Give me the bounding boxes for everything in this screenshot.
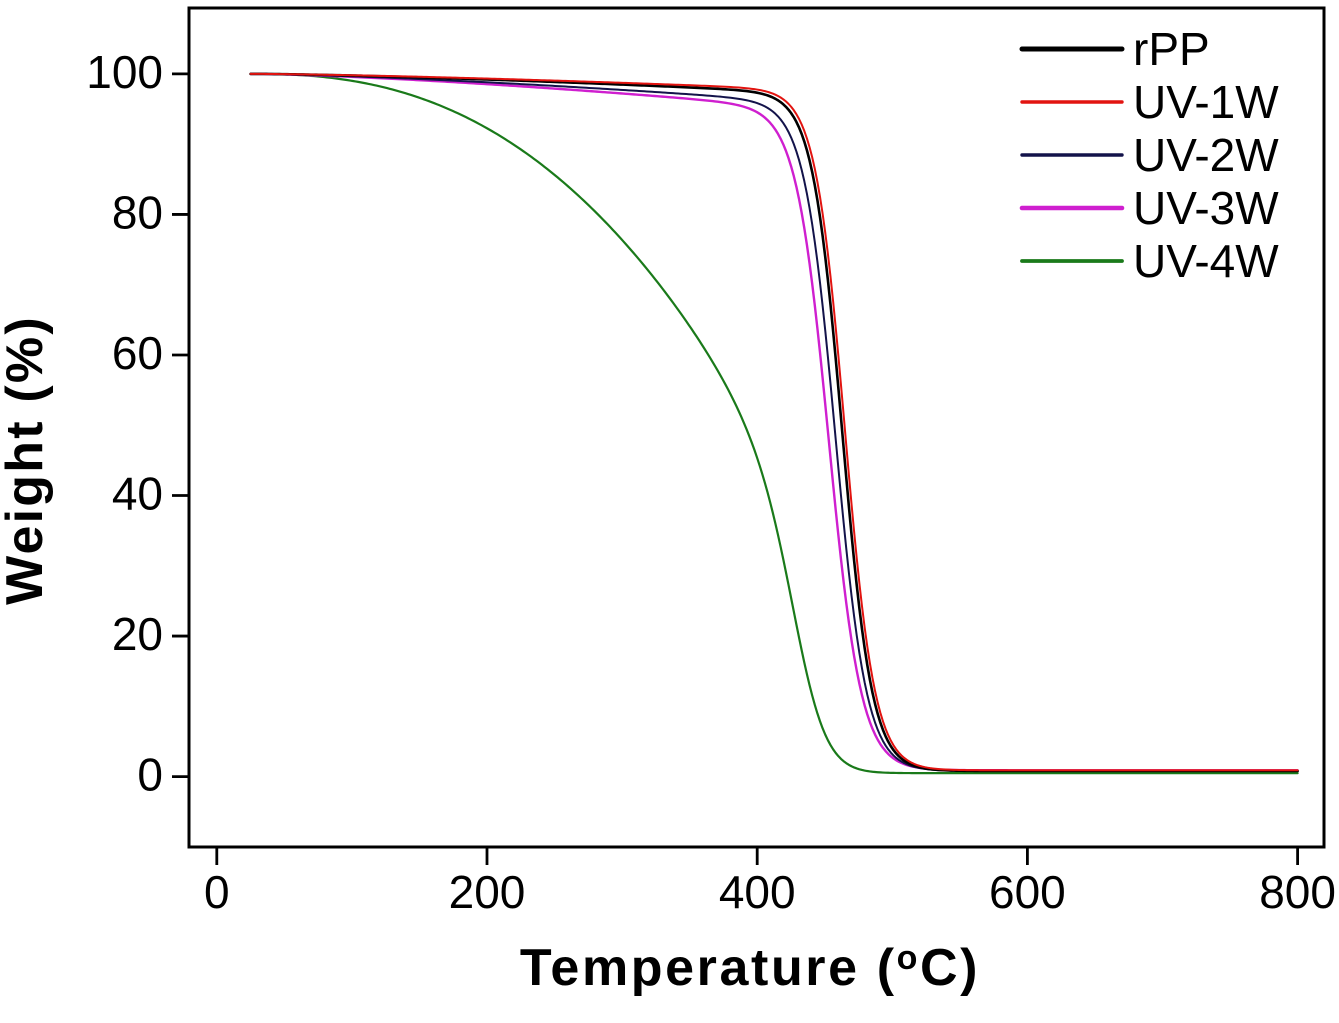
svg-text:UV-4W: UV-4W [1133,235,1279,287]
svg-text:100: 100 [86,46,163,98]
svg-text:400: 400 [719,866,796,918]
svg-text:80: 80 [112,186,163,238]
svg-text:40: 40 [112,468,163,520]
svg-text:200: 200 [449,866,526,918]
svg-text:0: 0 [137,749,163,801]
svg-text:600: 600 [989,866,1066,918]
svg-text:Weight (%): Weight (%) [0,315,54,605]
svg-text:60: 60 [112,327,163,379]
svg-text:Temperature (oC): Temperature (oC) [520,939,980,997]
svg-text:800: 800 [1259,866,1336,918]
svg-text:UV-2W: UV-2W [1133,129,1279,181]
svg-text:0: 0 [204,866,230,918]
svg-text:20: 20 [112,608,163,660]
svg-text:UV-1W: UV-1W [1133,76,1279,128]
svg-text:rPP: rPP [1133,23,1210,75]
svg-text:UV-3W: UV-3W [1133,182,1279,234]
